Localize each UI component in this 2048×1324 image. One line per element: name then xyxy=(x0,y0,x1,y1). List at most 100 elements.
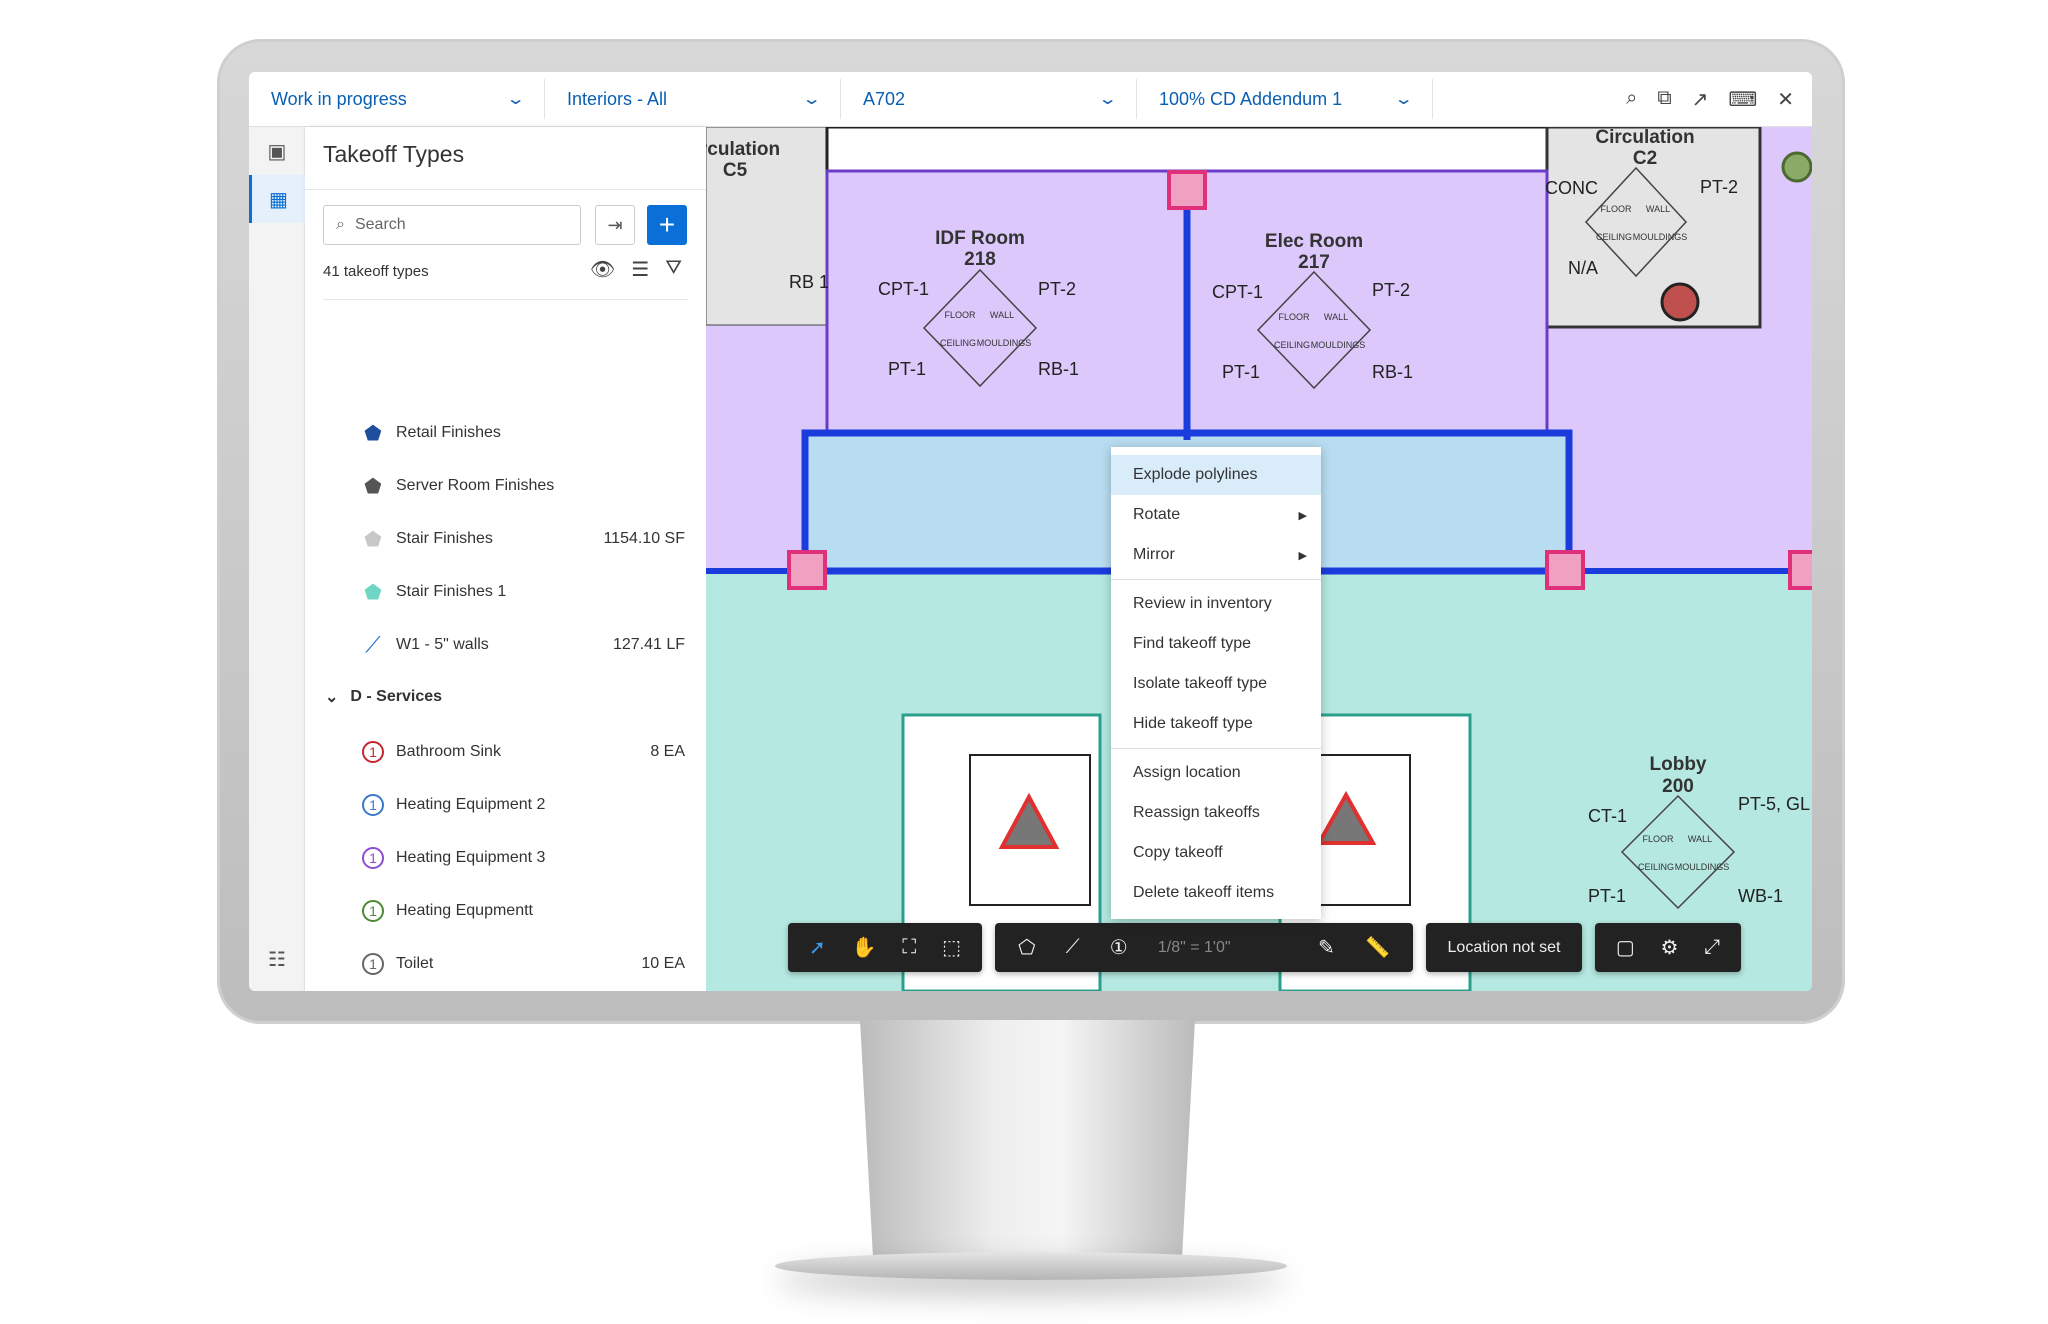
gear-icon[interactable]: ⚙ xyxy=(1660,937,1679,959)
takeoff-toolbar: ⬠ ⟋ ① 1/8" = 1'0" ✎ 📏 xyxy=(995,923,1413,972)
finish-diamond xyxy=(922,268,1038,388)
dropdown-label: Interiors - All xyxy=(567,88,668,109)
version-dropdown[interactable]: 100% CD Addendum 1 ⌄ xyxy=(1137,79,1433,119)
sheets-icon: ▣ xyxy=(267,140,287,163)
discipline-dropdown[interactable]: Interiors - All ⌄ xyxy=(545,79,841,119)
takeoff-type-item[interactable]: ⟋ W1 - 5" walls 127.41 LF xyxy=(360,625,685,665)
finish-label-wall: WALL xyxy=(1646,204,1670,214)
search-input[interactable]: ⌕ Search xyxy=(323,205,581,245)
item-label: Heating Equipment 3 xyxy=(396,849,546,866)
pan-hand-icon[interactable]: ✋ xyxy=(851,937,877,959)
zoom-fit-icon[interactable]: ⛶ xyxy=(902,936,917,958)
menu-item-label: Review in inventory xyxy=(1133,595,1272,612)
status-dropdown[interactable]: Work in progress ⌄ xyxy=(249,79,545,119)
add-takeoff-type-button[interactable]: + xyxy=(647,205,687,245)
handle[interactable] xyxy=(1167,170,1207,210)
table-button[interactable]: ☷ xyxy=(249,935,305,983)
warning-triangle-icon[interactable] xyxy=(998,792,1060,849)
room-number: C2 xyxy=(1633,148,1657,169)
keyboard-icon[interactable]: ⌨ xyxy=(1728,88,1758,111)
import-button[interactable]: ⇥ xyxy=(595,205,635,245)
handle[interactable] xyxy=(787,550,827,590)
takeoff-type-item[interactable]: 1 Heating Equpmentt xyxy=(360,891,685,931)
takeoff-type-item[interactable]: ⬟ Stair Finishes 1154.10 SF xyxy=(360,519,685,559)
menu-item[interactable]: Hide takeoff type xyxy=(1111,704,1321,744)
handle[interactable] xyxy=(1545,550,1585,590)
menu-item[interactable]: Mirror ▶ xyxy=(1111,535,1321,575)
menu-item[interactable]: Find takeoff type xyxy=(1111,624,1321,664)
divider xyxy=(323,299,688,300)
circulation-c2 xyxy=(1545,127,1762,329)
menu-item[interactable]: Copy takeoff xyxy=(1111,833,1321,873)
finish-label-ceiling: CEILING xyxy=(1274,340,1310,350)
scale-readout[interactable]: 1/8" = 1'0" xyxy=(1157,938,1231,956)
finish-label-wall: WALL xyxy=(990,310,1014,320)
handle[interactable] xyxy=(1788,550,1812,590)
zoom-area-icon[interactable]: ⬚ xyxy=(942,937,962,959)
chevron-right-icon: ▶ xyxy=(1298,509,1307,522)
share-icon[interactable]: ↗ xyxy=(1691,88,1709,111)
chevron-down-icon: ⌄ xyxy=(801,91,822,108)
group-header-d-services[interactable]: ⌄ D - Services xyxy=(325,687,442,707)
area-tool-icon[interactable]: ⬠ xyxy=(1018,937,1036,959)
chevron-down-icon: ⌄ xyxy=(325,689,339,706)
count-symbol: 1 xyxy=(362,847,384,869)
menu-item[interactable]: Explode polylines xyxy=(1111,455,1321,495)
menu-item[interactable]: Review in inventory xyxy=(1111,584,1321,624)
left-rail: ▣ ▦ ☷ xyxy=(249,127,305,991)
table-icon: ☷ xyxy=(268,948,286,971)
finish-tag: PT-5, GL xyxy=(1738,794,1810,814)
menu-item[interactable]: Delete takeoff items xyxy=(1111,873,1321,913)
minimap-icon[interactable]: ▢ xyxy=(1615,937,1635,959)
item-quantity: 1154.10 SF xyxy=(603,530,685,547)
filter-icon[interactable]: ⛛ xyxy=(665,257,682,279)
location-button[interactable]: Location not set xyxy=(1426,923,1582,972)
takeoff-type-item[interactable]: ⬟ Stair Finishes 1 xyxy=(360,572,685,612)
finish-diamond xyxy=(1620,794,1736,910)
drawing-canvas[interactable]: IDF Room 218 Elec Room 217 Lobby 200 Cir… xyxy=(706,127,1812,991)
count-icon: 1 xyxy=(360,898,386,924)
takeoff-type-item[interactable]: ⬟ Retail Finishes xyxy=(360,413,685,453)
menu-item[interactable]: Assign location xyxy=(1111,753,1321,793)
takeoff-type-item[interactable]: 1 Bathroom Sink 8 EA xyxy=(360,732,685,772)
warning-triangle-icon[interactable] xyxy=(1315,790,1377,845)
takeoff-button[interactable]: ▦ xyxy=(249,175,305,223)
monitor-stand xyxy=(860,1020,1195,1265)
takeoff-type-item[interactable]: 1 Heating Equipment 3 xyxy=(360,838,685,878)
fullscreen-icon[interactable]: ⤢ xyxy=(1704,936,1721,958)
linear-tool-icon[interactable]: ⟋ xyxy=(1065,936,1080,958)
takeoff-type-item[interactable]: 1 Heating Equipment 2 xyxy=(360,785,685,825)
count-marker[interactable] xyxy=(1781,151,1812,183)
select-arrow-icon[interactable]: ➚ xyxy=(808,937,826,959)
takeoff-type-item[interactable]: 1 Toilet 10 EA xyxy=(360,944,685,984)
sheet-dropdown[interactable]: A702 ⌄ xyxy=(841,79,1137,119)
chevron-right-icon: ▶ xyxy=(1298,549,1307,562)
calibrate-icon[interactable]: ✎ xyxy=(1318,937,1335,959)
finish-tag: CPT-1 xyxy=(1212,282,1263,302)
count-symbol: 1 xyxy=(362,953,384,975)
app-screen: Work in progress ⌄ Interiors - All ⌄ A702 ⌄… xyxy=(249,72,1812,991)
sliders-icon[interactable]: ☰ xyxy=(631,259,650,281)
finish-tag: WB-1 xyxy=(1738,886,1783,906)
count-marker[interactable] xyxy=(1660,282,1700,322)
menu-item[interactable]: Isolate takeoff type xyxy=(1111,664,1321,704)
location-label: Location not set xyxy=(1447,938,1561,956)
finish-label-wall: WALL xyxy=(1324,312,1348,322)
finish-label-ceiling: CEILING xyxy=(940,338,976,348)
item-label: W1 - 5" walls xyxy=(396,636,489,653)
close-icon[interactable]: ✕ xyxy=(1777,88,1794,111)
count-icon: 1 xyxy=(360,845,386,871)
pentagon-icon: ⬟ xyxy=(364,581,382,604)
sheets-button[interactable]: ▣ xyxy=(249,127,305,175)
compare-icon[interactable]: ⧉ xyxy=(1657,86,1672,109)
ruler-icon[interactable]: 📏 xyxy=(1364,937,1390,959)
menu-divider xyxy=(1111,748,1321,749)
eye-icon[interactable]: 👁 xyxy=(589,259,616,281)
room-number: C5 xyxy=(723,160,748,181)
search-icon[interactable]: ⌕ xyxy=(1626,86,1638,109)
takeoff-type-item[interactable]: ⬟ Server Room Finishes xyxy=(360,466,685,506)
finish-diamond xyxy=(1256,270,1372,390)
count-tool-icon[interactable]: ① xyxy=(1109,937,1128,959)
menu-item[interactable]: Rotate ▶ xyxy=(1111,495,1321,535)
menu-item[interactable]: Reassign takeoffs xyxy=(1111,793,1321,833)
